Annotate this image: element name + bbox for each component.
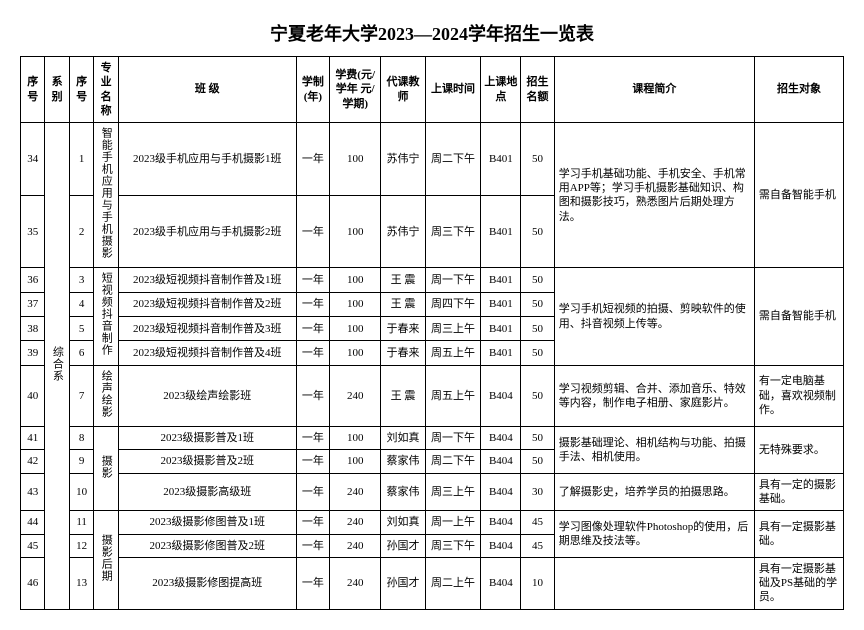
cell-target: 具有一定摄影基础及PS基础的学员。 (754, 557, 843, 609)
cell-seq: 34 (21, 123, 45, 196)
cell-s2: 1 (69, 123, 93, 196)
h-teacher: 代课教师 (381, 57, 425, 123)
page-title: 宁夏老年大学2023—2024学年招生一览表 (20, 20, 844, 46)
cell-loc: B401 (481, 123, 521, 196)
cell-class: 2023级手机应用与手机摄影1班 (118, 123, 296, 196)
cell-target: 有一定电脑基础，喜欢视频制作。 (754, 365, 843, 426)
cell-intro: 摄影基础理论、相机结构与功能、拍摄手法、相机使用。 (554, 427, 754, 474)
cell-major: 短视频抖音制作 (94, 268, 118, 365)
cell-dur: 一年 (296, 123, 329, 196)
table-row: 418 摄影 2023级摄影普及1班一年100 刘如真周一下午B40450 摄影… (21, 427, 844, 450)
table-row: 4310 2023级摄影高级班一年240 蔡家伟周三上午B40430 了解摄影史… (21, 473, 844, 511)
header-row: 序号 系别 序号 专业名称 班 级 学制(年) 学费(元/学年 元/学期) 代课… (21, 57, 844, 123)
h-seq2: 序号 (69, 57, 93, 123)
h-dept: 系别 (45, 57, 69, 123)
table-row: 34 综合系 1 智能手机应用与手机摄影 2023级手机应用与手机摄影1班 一年… (21, 123, 844, 196)
table-row: 4411 摄影后期 2023级摄影修图普及1班一年240 刘如真周一上午B404… (21, 511, 844, 534)
cell-target: 具有一定摄影基础。 (754, 511, 843, 558)
cell-major: 摄影 (94, 427, 118, 511)
cell-target: 无特殊要求。 (754, 427, 843, 474)
h-class: 班 级 (118, 57, 296, 123)
cell-quota: 50 (521, 123, 554, 196)
cell-major: 绘声绘影 (94, 365, 118, 426)
cell-intro: 学习手机短视频的拍摄、剪映软件的使用、抖音视频上传等。 (554, 268, 754, 365)
h-target: 招生对象 (754, 57, 843, 123)
h-fee: 学费(元/学年 元/学期) (330, 57, 381, 123)
h-quota: 招生名额 (521, 57, 554, 123)
table-row: 36 3 短视频抖音制作 2023级短视频抖音制作普及1班 一年 100 王 震… (21, 268, 844, 292)
cell-teacher: 苏伟宁 (381, 123, 425, 196)
table-row: 407 绘声绘影 2023级绘声绘影班一年240 王 震周五上午B40450 学… (21, 365, 844, 426)
table-row: 4613 2023级摄影修图提高班一年240 孙国才周二上午B40410 具有一… (21, 557, 844, 609)
h-time: 上课时间 (425, 57, 481, 123)
cell-target: 具有一定的摄影基础。 (754, 473, 843, 511)
h-major: 专业名称 (94, 57, 118, 123)
h-loc: 上课地点 (481, 57, 521, 123)
cell-time: 周二下午 (425, 123, 481, 196)
cell-intro: 学习视频剪辑、合并、添加音乐、特效等内容，制作电子相册、家庭影片。 (554, 365, 754, 426)
enrollment-table: 序号 系别 序号 专业名称 班 级 学制(年) 学费(元/学年 元/学期) 代课… (20, 56, 844, 610)
cell-target: 需自备智能手机 (754, 268, 843, 365)
cell-dept: 综合系 (45, 123, 69, 610)
h-intro: 课程简介 (554, 57, 754, 123)
cell-major: 智能手机应用与手机摄影 (94, 123, 118, 268)
cell-major: 摄影后期 (94, 511, 118, 609)
cell-fee: 100 (330, 123, 381, 196)
cell-intro: 学习手机基础功能、手机安全、手机常用APP等；学习手机摄影基础知识、构图和摄影技… (554, 123, 754, 268)
h-dur: 学制(年) (296, 57, 329, 123)
h-seq: 序号 (21, 57, 45, 123)
cell-intro: 了解摄影史，培养学员的拍摄思路。 (554, 473, 754, 511)
cell-intro: 学习图像处理软件Photoshop的使用，后期思维及技法等。 (554, 511, 754, 558)
cell-target: 需自备智能手机 (754, 123, 843, 268)
